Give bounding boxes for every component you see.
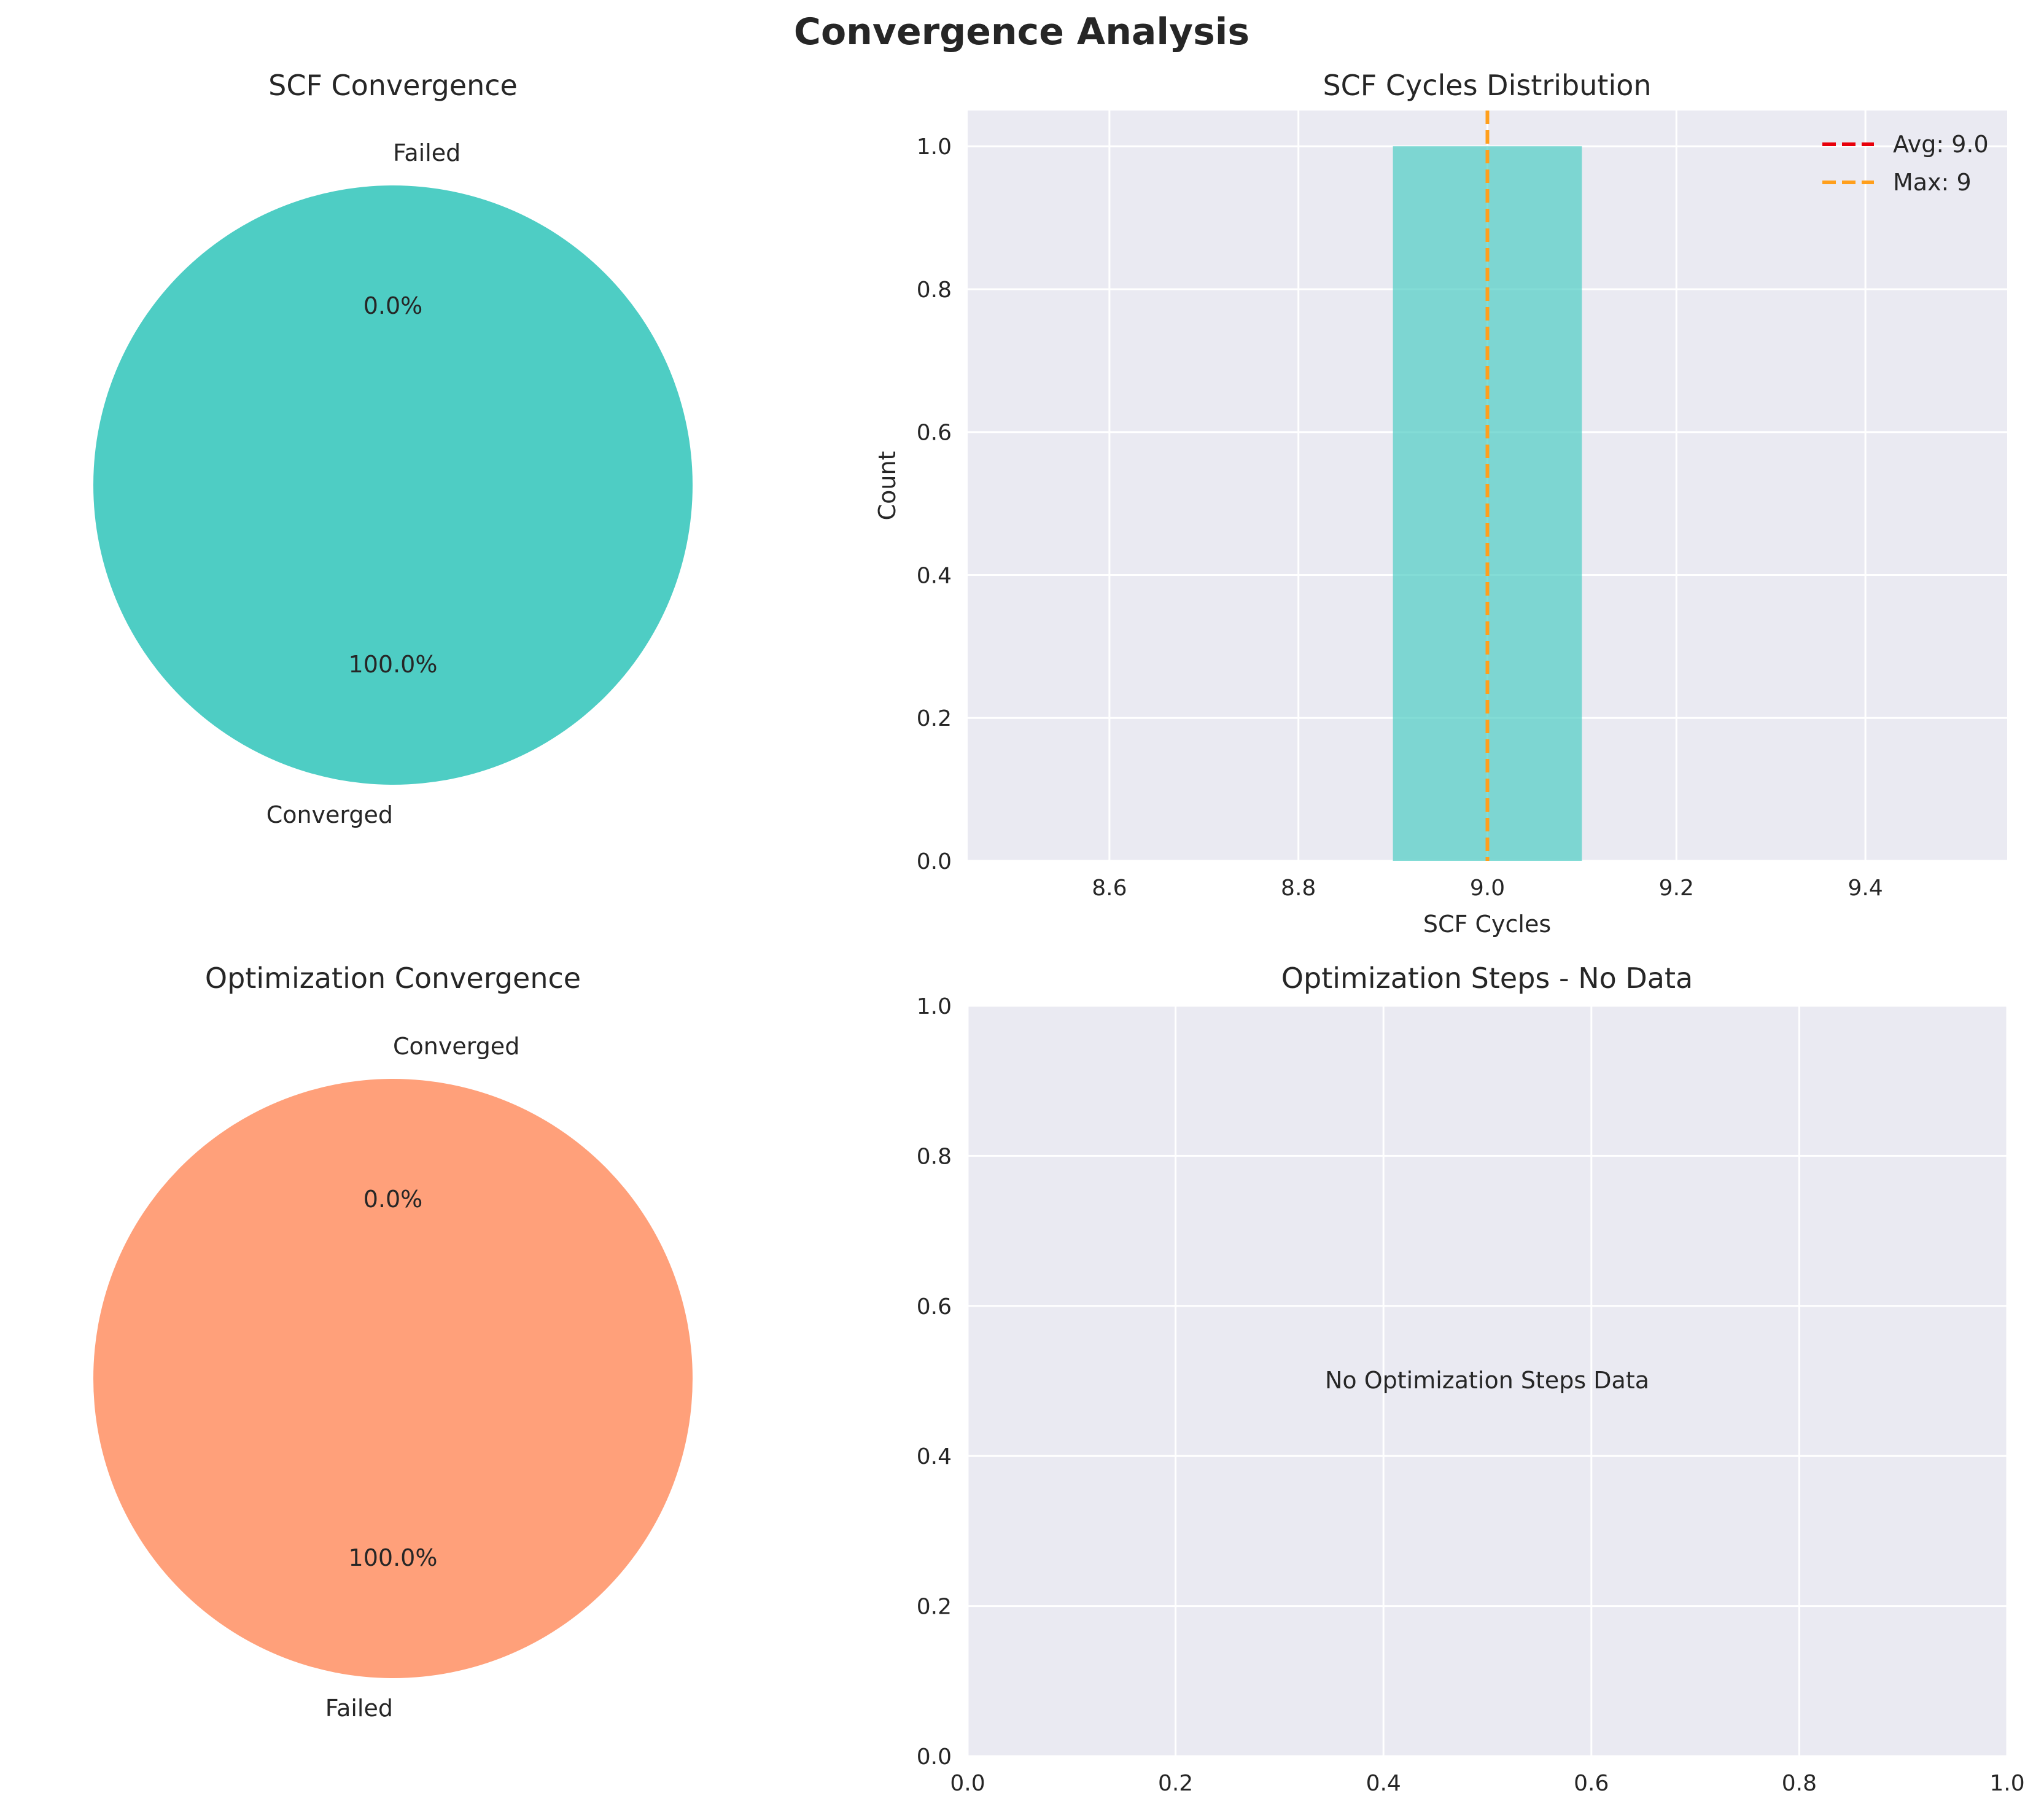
hist-y-tick-labels: 0.0 0.2 0.4 0.6 0.8 1.0 bbox=[917, 134, 952, 874]
scf-pie-label-converged: Converged bbox=[266, 801, 393, 828]
hist-y-tick-label: 1.0 bbox=[917, 134, 952, 160]
hist-y-tick-label: 0.2 bbox=[917, 706, 952, 731]
opt-steps-y-tick-labels: 0.0 0.2 0.4 0.6 0.8 1.0 bbox=[917, 994, 952, 1770]
hist-y-tick-label: 0.0 bbox=[917, 849, 952, 874]
opt-pie-pct-failed: 100.0% bbox=[349, 1544, 438, 1571]
opt-pie-pct-converged: 0.0% bbox=[363, 1186, 423, 1213]
opt-pie-slice-failed bbox=[93, 1079, 693, 1678]
opt-steps-plot-area bbox=[968, 1006, 2007, 1756]
hist-title: SCF Cycles Distribution bbox=[1323, 69, 1651, 102]
opt-steps-x-tick-label: 0.2 bbox=[1158, 1771, 1193, 1796]
hist-x-tick-label: 9.4 bbox=[1848, 876, 1883, 901]
pie-panel-optimization: Optimization Convergence Converged 0.0% … bbox=[93, 962, 693, 1722]
opt-steps-y-tick-label: 0.8 bbox=[917, 1144, 952, 1169]
opt-steps-x-tick-label: 0.6 bbox=[1574, 1771, 1609, 1796]
hist-y-tick-label: 0.4 bbox=[917, 563, 952, 588]
opt-steps-y-tick-label: 0.0 bbox=[917, 1744, 952, 1770]
opt-steps-x-tick-labels: 0.0 0.2 0.4 0.6 0.8 1.0 bbox=[950, 1771, 2024, 1796]
opt-steps-y-tick-label: 0.4 bbox=[917, 1444, 952, 1469]
hist-x-axis-label: SCF Cycles bbox=[1423, 911, 1551, 938]
opt-steps-x-tick-label: 0.0 bbox=[950, 1771, 985, 1796]
hist-y-tick-label: 0.8 bbox=[917, 278, 952, 303]
hist-x-tick-label: 9.0 bbox=[1470, 876, 1505, 901]
opt-pie-label-failed: Failed bbox=[325, 1695, 393, 1722]
hist-x-tick-labels: 8.6 8.8 9.0 9.2 9.4 bbox=[1092, 876, 1883, 901]
hist-x-tick-label: 8.6 bbox=[1092, 876, 1127, 901]
hist-y-axis-label: Count bbox=[874, 451, 901, 521]
legend-label-avg: Avg: 9.0 bbox=[1893, 131, 1989, 158]
legend-label-max: Max: 9 bbox=[1893, 169, 1972, 196]
opt-steps-y-tick-label: 1.0 bbox=[917, 994, 952, 1019]
pie-panel-scf: SCF Convergence Failed 0.0% 100.0% Conve… bbox=[93, 69, 693, 828]
opt-steps-y-tick-label: 0.2 bbox=[917, 1595, 952, 1620]
figure-title: Convergence Analysis bbox=[794, 10, 1249, 53]
opt-steps-x-tick-label: 0.4 bbox=[1366, 1771, 1401, 1796]
scf-pie-pct-failed: 0.0% bbox=[363, 292, 423, 319]
opt-pie-title: Optimization Convergence bbox=[205, 962, 581, 995]
scf-pie-title: SCF Convergence bbox=[268, 69, 518, 102]
opt-steps-y-tick-label: 0.6 bbox=[917, 1294, 952, 1320]
hist-y-tick-label: 0.6 bbox=[917, 421, 952, 446]
no-data-message: No Optimization Steps Data bbox=[1325, 1367, 1649, 1394]
scf-pie-pct-converged: 100.0% bbox=[349, 651, 438, 678]
opt-steps-x-tick-label: 0.8 bbox=[1782, 1771, 1817, 1796]
scf-pie-label-failed: Failed bbox=[393, 139, 460, 166]
hist-legend: Avg: 9.0 Max: 9 bbox=[1822, 131, 1989, 196]
empty-panel-optimization-steps: Optimization Steps - No Data 0.0 0.2 0.4 0.… bbox=[917, 962, 2025, 1796]
hist-x-tick-label: 8.8 bbox=[1281, 876, 1316, 901]
opt-steps-title: Optimization Steps - No Data bbox=[1281, 962, 1693, 995]
hist-x-tick-label: 9.2 bbox=[1659, 876, 1694, 901]
opt-steps-x-tick-label: 1.0 bbox=[1989, 1771, 2024, 1796]
histogram-panel-scf-cycles: SCF Cycles Distribution 8.6 8.8 9.0 9.2 9.4 … bbox=[874, 69, 2007, 938]
scf-pie-slice-converged bbox=[93, 185, 693, 785]
opt-pie-label-converged: Converged bbox=[393, 1033, 519, 1060]
opt-steps-gridlines bbox=[966, 1005, 2008, 1757]
